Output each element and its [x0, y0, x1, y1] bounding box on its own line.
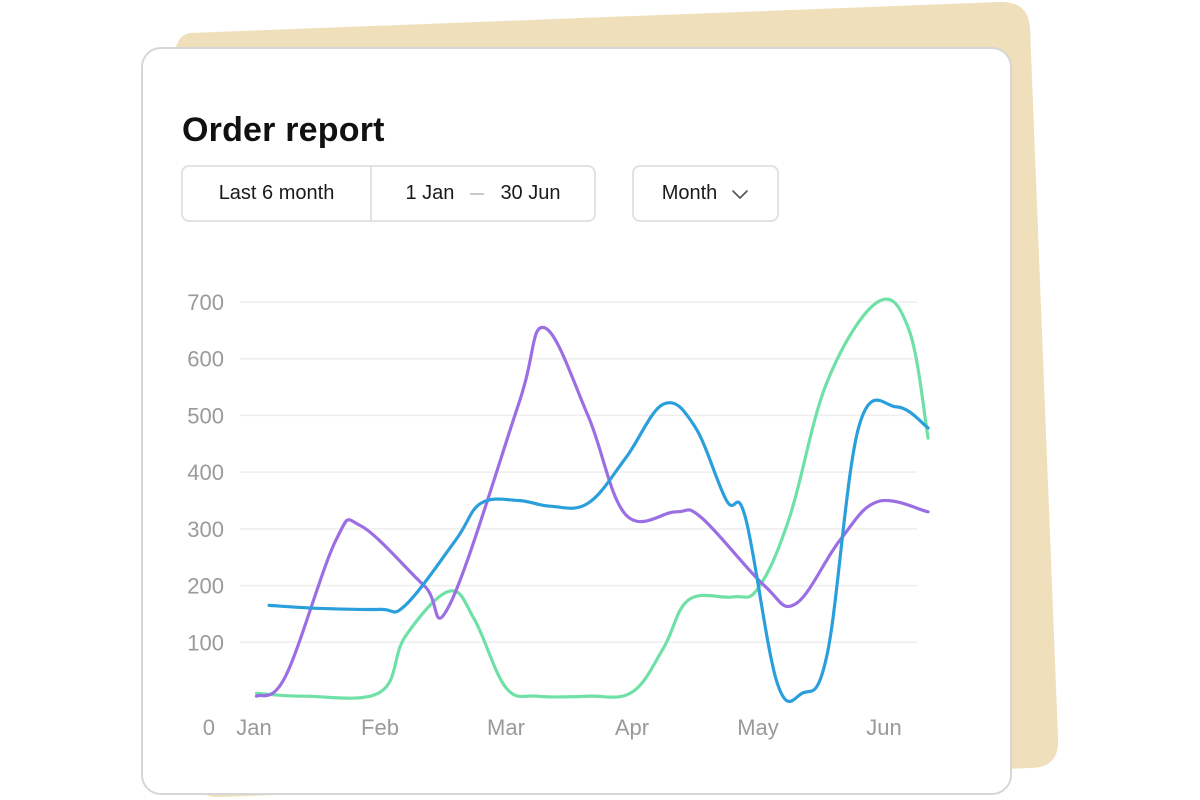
period-select[interactable]: Month: [632, 165, 779, 222]
date-range-picker[interactable]: 1 Jan 30 Jun: [372, 167, 594, 220]
range-separator: [470, 192, 485, 195]
period-select-value: Month: [661, 182, 718, 204]
chevron-down-icon: [732, 189, 749, 199]
range-preset-button[interactable]: Last 6 month: [183, 167, 372, 220]
range-end-date: 30 Jun: [500, 182, 561, 204]
date-range-control: Last 6 month 1 Jan 30 Jun: [181, 165, 596, 222]
page-title: Order report: [182, 111, 385, 149]
range-start-date: 1 Jan: [405, 182, 455, 204]
order-report-card: Order report Last 6 month 1 Jan 30 Jun M…: [141, 47, 1012, 795]
